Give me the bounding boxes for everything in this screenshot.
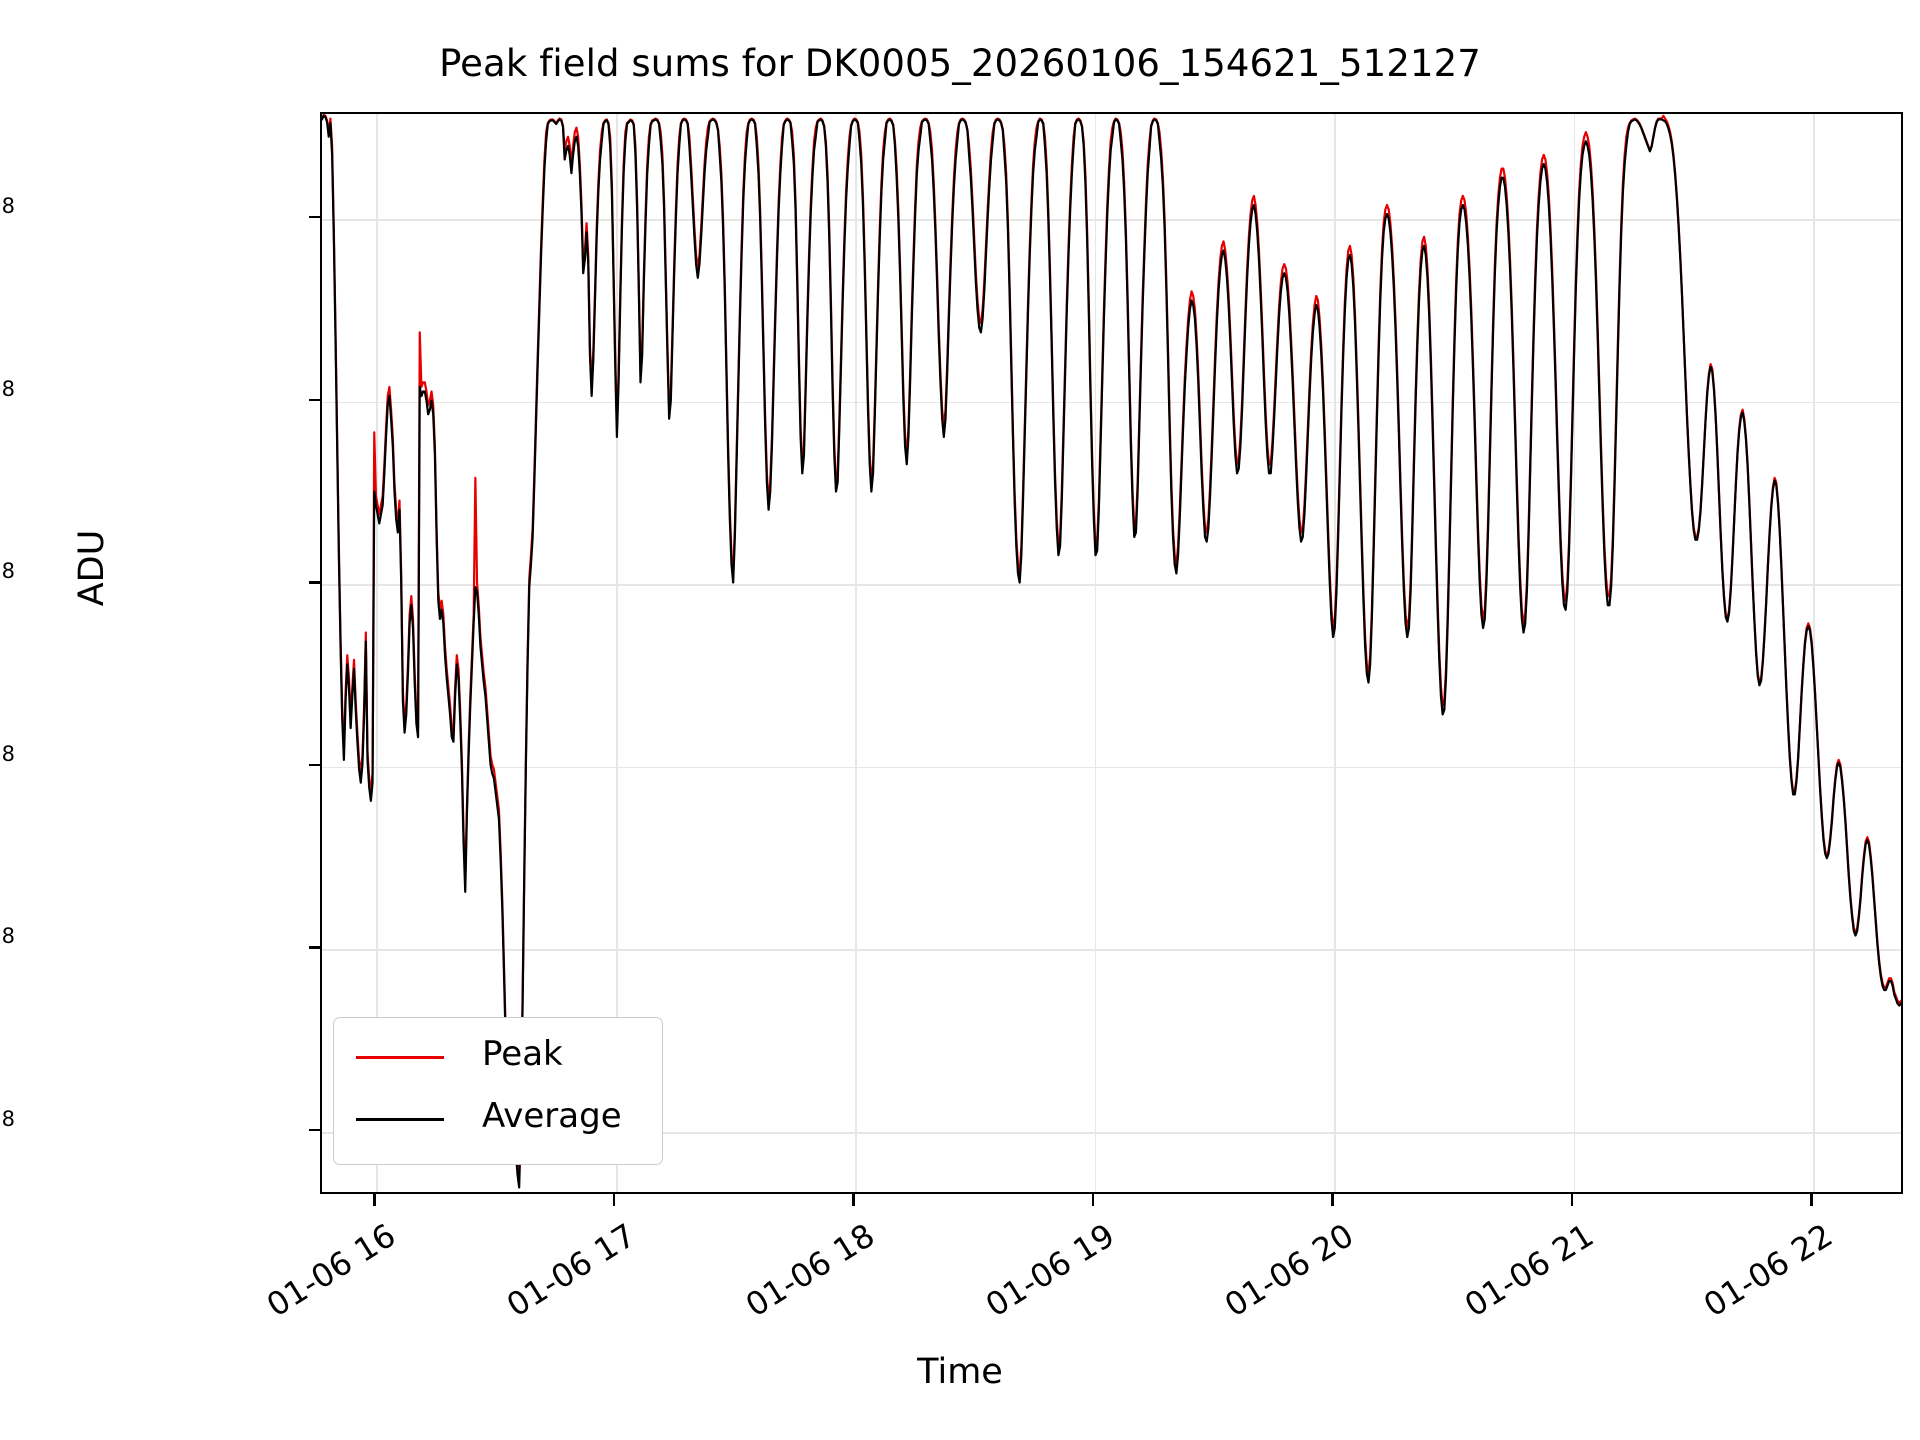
gridline-horizontal xyxy=(322,1132,1901,1134)
legend-label: Average xyxy=(482,1096,622,1136)
x-tick-mark xyxy=(612,1194,616,1206)
plot-area xyxy=(320,112,1903,1194)
y-tick-label: 2 × 108 xyxy=(0,376,15,416)
y-tick-label: 1.2 × 108 xyxy=(0,1107,15,1146)
legend-item-average[interactable]: Average xyxy=(334,1088,662,1150)
plot-lines xyxy=(322,114,1901,1192)
gridline-vertical xyxy=(1813,114,1815,1192)
y-tick-label: 2.2 × 108 xyxy=(0,194,15,233)
x-tick-mark xyxy=(1570,1194,1574,1206)
x-axis-label: Time xyxy=(917,1352,1003,1392)
y-tick-label: 1.6 × 108 xyxy=(0,741,15,781)
x-tick-mark xyxy=(373,1194,376,1206)
y-tick-mark xyxy=(309,216,320,219)
y-axis-label: ADU xyxy=(72,529,112,607)
y-tick-mark xyxy=(309,581,320,584)
gridline-horizontal xyxy=(322,401,1901,404)
y-tick-mark xyxy=(309,763,320,767)
legend-line-swatch xyxy=(356,1056,444,1060)
x-tick-mark xyxy=(1810,1194,1813,1206)
legend-line-swatch xyxy=(356,1118,444,1122)
x-tick-mark xyxy=(852,1194,855,1206)
gridline-vertical xyxy=(615,114,618,1192)
x-tick-mark xyxy=(1091,1194,1095,1206)
chart-title: Peak field sums for DK0005_20260106_1546… xyxy=(439,42,1481,85)
gridline-horizontal xyxy=(322,584,1901,586)
y-tick-label: 1.8 × 108 xyxy=(0,559,15,598)
legend-label: Peak xyxy=(482,1034,563,1074)
gridline-vertical xyxy=(1094,114,1097,1192)
x-tick-mark xyxy=(1331,1194,1334,1206)
gridline-vertical xyxy=(1573,114,1576,1192)
y-tick-mark xyxy=(309,946,320,949)
gridline-horizontal xyxy=(322,219,1901,221)
gridline-vertical xyxy=(1334,114,1336,1192)
gridlines xyxy=(322,114,1901,1192)
series-line-average xyxy=(322,116,1901,1188)
gridline-horizontal xyxy=(322,766,1901,769)
legend[interactable]: Peak Average xyxy=(333,1017,663,1165)
gridline-vertical xyxy=(855,114,857,1192)
y-tick-mark xyxy=(309,398,320,401)
gridline-horizontal xyxy=(322,949,1901,952)
gridline-vertical xyxy=(376,114,379,1192)
y-tick-label: 1.4 × 108 xyxy=(0,924,15,963)
legend-item-peak[interactable]: Peak xyxy=(334,1026,662,1088)
y-tick-mark xyxy=(309,1129,320,1132)
